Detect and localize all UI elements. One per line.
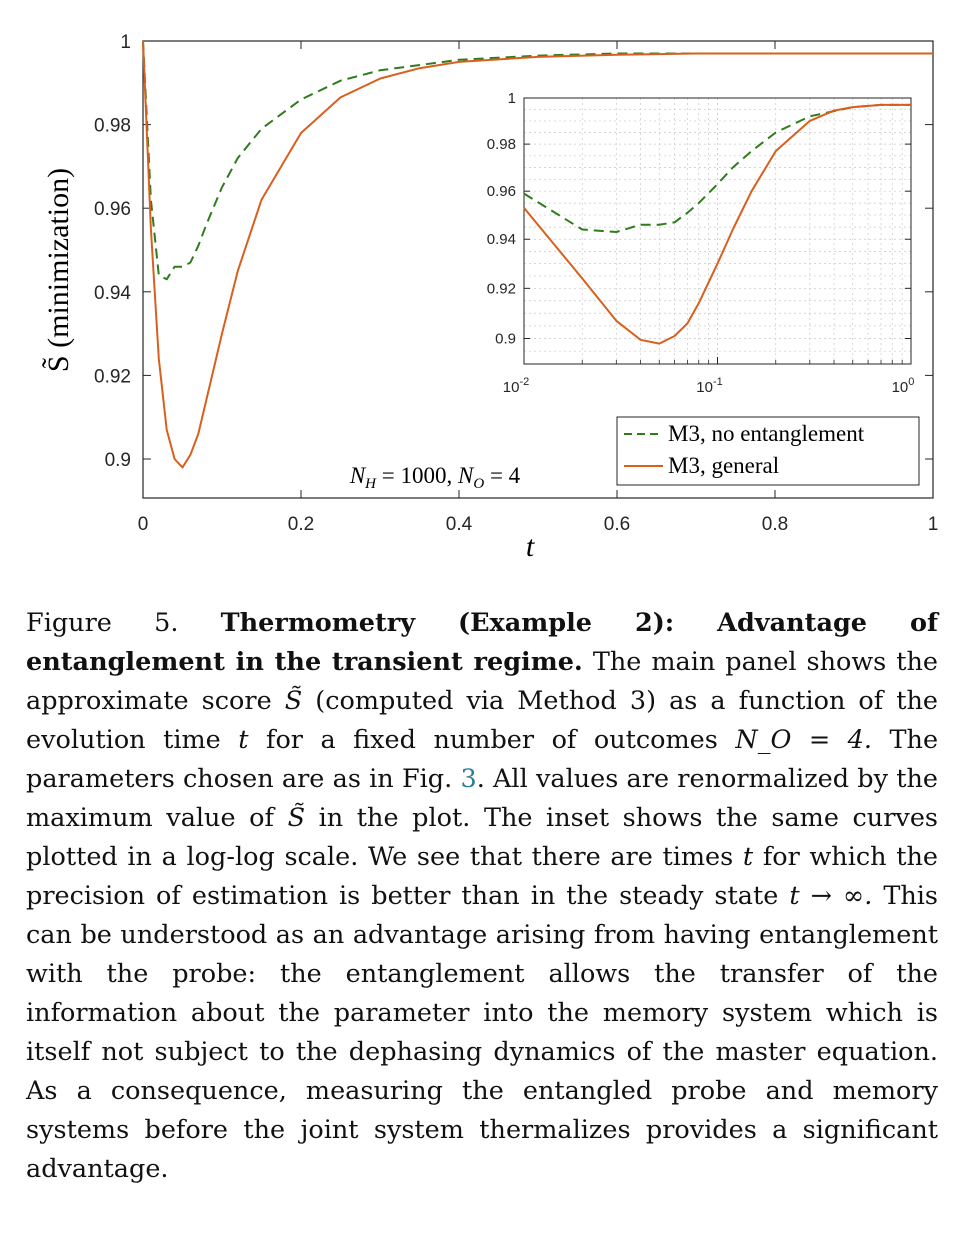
inset-x-tick-label: 100	[892, 376, 915, 396]
main-x-tick-label: 0.4	[446, 514, 473, 535]
main-y-ticks: 0.9 0.92 0.94 0.96 0.98 1	[94, 32, 933, 471]
legend: M3, no entanglement M3, general	[616, 416, 920, 486]
main-x-tick-label: 0.2	[288, 514, 314, 535]
caption-label: Figure 5.	[26, 608, 179, 638]
main-y-tick-label: 0.98	[94, 116, 131, 137]
inset-series-group	[523, 103, 911, 345]
inset-x-tick-label: 10-1	[696, 376, 722, 396]
inset-y-tick-label: 0.9	[495, 330, 516, 347]
main-x-tick-label: 1	[928, 514, 939, 535]
caption-score-symbol-2: S̃	[287, 803, 306, 833]
inset-y-tick-label: 0.98	[487, 136, 516, 153]
caption-text-5: . All values are renormalized by the max…	[26, 764, 939, 833]
main-series-group	[142, 40, 933, 469]
main-y-tick-label: 0.92	[94, 366, 131, 387]
caption-text-2: (computed via Method 3) as a function of…	[26, 686, 938, 755]
inset-y-ticks: 0.9 0.92 0.94 0.96 0.98 1	[487, 90, 911, 347]
main-x-tick-label: 0.8	[762, 514, 788, 535]
caption-text-8: This can be understood as an advantage a…	[26, 881, 938, 1184]
caption-text-6: in the plot. The inset shows the same cu…	[26, 803, 939, 872]
inset-x-ticks: 10-2 10-1 100	[503, 357, 915, 396]
main-y-tick-label: 0.96	[94, 199, 131, 220]
figure-caption: Figure 5. Thermometry (Example 2): Advan…	[26, 604, 938, 1189]
main-y-tick-label: 0.9	[105, 450, 131, 471]
caption-t-symbol-2: t	[742, 842, 754, 872]
main-x-tick-label: 0	[138, 514, 149, 535]
legend-label-no-entanglement: M3, no entanglement	[668, 421, 865, 446]
caption-text-3: for a fixed number of outcomes	[266, 725, 718, 755]
main-x-ticks: 0 0.2 0.4 0.6 0.8 1	[138, 41, 939, 535]
caption-t-symbol: t	[238, 725, 249, 755]
inset-y-tick-label: 0.94	[487, 231, 516, 248]
legend-box	[616, 416, 920, 486]
x-axis-label: t	[526, 530, 535, 563]
caption-text-4: The parameters chosen are as in Fig.	[26, 725, 939, 794]
inset-y-tick-label: 1	[508, 90, 516, 107]
legend-label-general: M3, general	[668, 453, 779, 478]
main-plot-frame	[142, 40, 934, 499]
main-y-tick-label: 1	[120, 32, 131, 53]
inset-y-tick-label: 0.96	[487, 183, 516, 200]
y-axis-label: S̃ (minimization)	[42, 168, 75, 372]
caption-title: Thermometry (Example 2): Advantage of en…	[26, 608, 938, 677]
caption-text-1: The main panel shows the approximate sco…	[26, 647, 939, 716]
caption-no-expression: N_O = 4.	[735, 725, 873, 755]
main-series-line-1	[142, 40, 933, 469]
main-series-line-0	[142, 40, 933, 281]
main-y-tick-label: 0.94	[94, 283, 131, 304]
inset-x-tick-label: 10-2	[503, 376, 529, 396]
figure-chart: 0.9 0.92 0.94 0.96 0.98 1 0 0.2 0.4 0.6 0.8 1 t S̃…	[42, 32, 939, 563]
caption-score-symbol: S̃	[284, 686, 303, 716]
inset-series-line-1	[523, 103, 911, 345]
caption-limit-expression: t → ∞.	[789, 881, 873, 911]
figure-reference-link[interactable]: 3	[460, 764, 477, 794]
main-x-tick-label: 0.6	[604, 514, 630, 535]
inset-y-tick-label: 0.92	[487, 280, 516, 297]
caption-text-7: for which the precision of estimation is…	[26, 842, 939, 911]
parameter-annotation: NH = 1000, NO = 4	[349, 463, 521, 492]
